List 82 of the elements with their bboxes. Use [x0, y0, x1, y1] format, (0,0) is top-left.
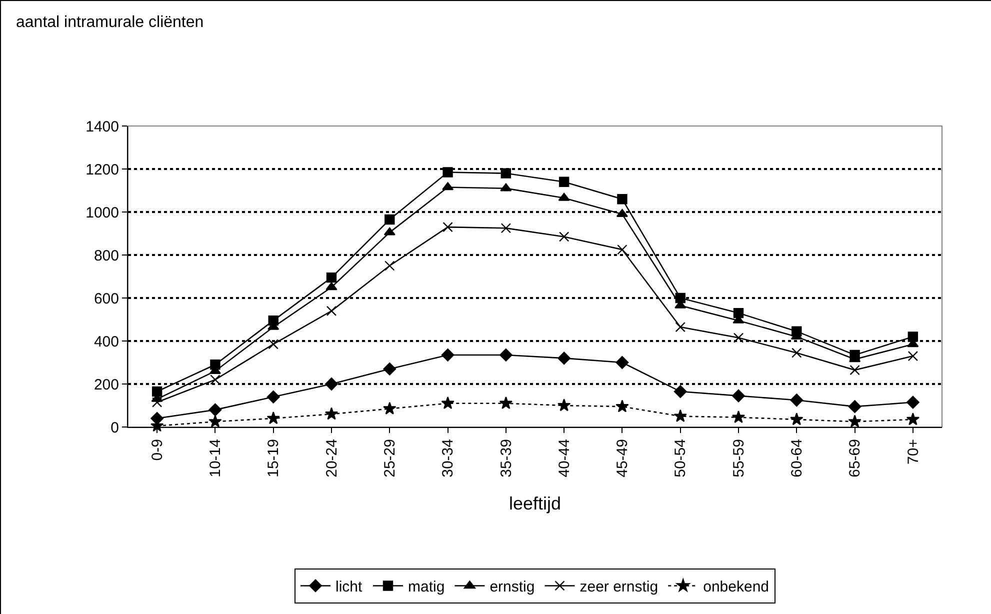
point: [558, 232, 570, 242]
x-tick-label: 70+: [904, 438, 922, 464]
point: [442, 167, 453, 178]
point: [152, 386, 162, 397]
y-tick-label: 200: [94, 376, 119, 394]
point: [732, 389, 745, 402]
y-tick-label: 0: [110, 419, 119, 436]
point: [675, 322, 686, 332]
y-tick-label: 400: [94, 333, 119, 350]
point: [558, 352, 571, 365]
x-tick-label: 20-24: [323, 439, 340, 478]
point: [326, 282, 338, 290]
point: [268, 339, 278, 350]
point: [441, 348, 454, 362]
x-tick-label: 40-44: [556, 439, 573, 478]
x-tick-label: 30-34: [440, 439, 457, 478]
x-tick-label: 35-39: [498, 439, 515, 478]
point: [908, 350, 918, 362]
point: [326, 272, 337, 283]
point: [616, 356, 629, 369]
point: [324, 407, 338, 420]
point: [848, 414, 862, 428]
y-tick-label: 600: [94, 290, 119, 308]
point: [326, 306, 337, 316]
point: [152, 397, 162, 408]
point: [732, 410, 746, 424]
y-tick-label: 1000: [86, 204, 119, 222]
point: [848, 400, 862, 414]
y-tick-label: 1200: [86, 161, 119, 178]
point: [906, 396, 920, 409]
legend-label: ernstig: [490, 578, 535, 596]
x-tick-label: 60-64: [788, 439, 806, 478]
point: [442, 222, 453, 232]
point: [441, 396, 454, 410]
x-tick-label: 0-9: [148, 439, 166, 461]
point: [616, 400, 629, 412]
x-tick-label: 25-29: [382, 439, 399, 478]
point: [208, 403, 222, 416]
x-axis-title: leeftijd: [508, 493, 562, 514]
point: [325, 378, 338, 390]
x-tick-label: 10-14: [207, 439, 224, 478]
chart-title: aantal intramurale cliënten: [16, 14, 204, 31]
x-tick-label: 15-19: [265, 439, 282, 478]
point: [500, 223, 512, 234]
x-tick-label: 45-49: [614, 439, 632, 478]
point: [906, 412, 920, 426]
point: [908, 332, 918, 342]
point: [790, 394, 804, 407]
legend-label: zeer ernstig: [580, 578, 658, 596]
x-tick-label: 50-54: [672, 439, 690, 478]
y-tick-label: 1400: [86, 118, 119, 136]
x-tick-label: 65-69: [846, 439, 864, 478]
point: [733, 308, 744, 318]
point: [557, 398, 571, 412]
point: [558, 192, 570, 201]
legend-label: matig: [408, 578, 445, 596]
point: [617, 194, 628, 204]
x-tick-label: 55-59: [730, 439, 748, 478]
point: [499, 348, 512, 362]
y-tick-label: 800: [94, 247, 119, 264]
point: [266, 390, 280, 404]
point: [674, 409, 687, 422]
point: [210, 374, 220, 385]
point: [617, 244, 628, 255]
point: [558, 176, 570, 187]
legend-label: onbekend: [703, 578, 770, 596]
point: [500, 183, 512, 192]
point: [500, 168, 512, 178]
point: [733, 332, 744, 343]
point: [850, 364, 860, 376]
point: [208, 414, 222, 428]
point: [384, 214, 395, 225]
legend-label: licht: [336, 578, 364, 596]
point: [674, 385, 687, 398]
point: [384, 227, 396, 236]
point: [383, 362, 396, 376]
point: [383, 402, 396, 414]
point: [384, 260, 395, 271]
point: [499, 396, 513, 410]
point: [790, 412, 804, 426]
point: [266, 412, 280, 424]
point: [792, 348, 802, 358]
